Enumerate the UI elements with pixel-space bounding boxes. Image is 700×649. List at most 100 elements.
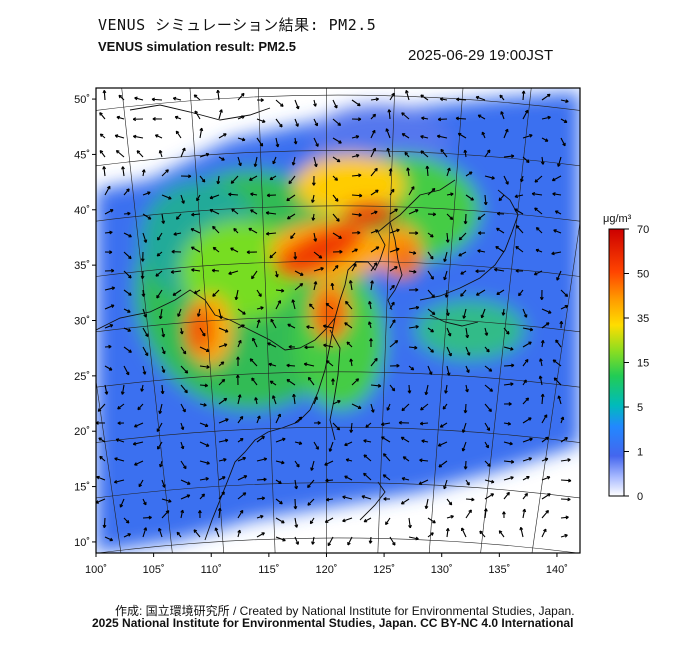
wind-arrow — [266, 231, 277, 236]
wind-arrow — [520, 175, 524, 183]
wind-arrow — [389, 340, 399, 348]
wind-arrow — [389, 284, 395, 291]
wind-arrow — [495, 245, 505, 253]
wind-arrow — [446, 192, 454, 197]
wind-arrow — [331, 378, 335, 386]
wind-arrow — [484, 384, 494, 392]
wind-arrow — [161, 498, 172, 503]
wind-arrow — [370, 280, 374, 291]
wind-arrow — [96, 475, 106, 481]
wind-arrow — [117, 403, 125, 410]
wind-arrow — [99, 133, 106, 139]
wind-arrow — [269, 380, 277, 386]
pm25-map: 50˚ 45˚ 40˚ 35˚ 30˚ 25˚ 20˚ 15˚ 10˚ 100˚ 105˚ 110˚… — [74, 87, 649, 576]
wind-arrow — [503, 363, 515, 368]
wind-arrow — [294, 441, 303, 445]
wind-arrow — [180, 422, 185, 431]
wind-arrow — [401, 133, 410, 139]
wind-arrow — [180, 460, 187, 470]
wind-arrow — [97, 403, 106, 412]
wind-arrow — [266, 193, 277, 198]
wind-arrow — [172, 96, 182, 101]
wind-arrow — [235, 374, 240, 386]
wind-arrow — [313, 99, 317, 107]
wind-arrow — [313, 156, 318, 168]
wind-arrow — [155, 270, 163, 277]
wind-arrow — [214, 527, 220, 538]
wind-arrow — [500, 111, 505, 120]
wind-arrow — [141, 289, 146, 297]
wind-arrow — [286, 194, 296, 202]
wind-arrow — [233, 227, 239, 234]
wind-arrow — [324, 517, 334, 523]
wind-arrow — [389, 363, 400, 368]
wind-arrow — [191, 268, 201, 272]
wind-arrow — [307, 498, 315, 506]
wind-arrow — [344, 441, 353, 447]
wind-arrow — [522, 508, 527, 519]
wind-arrow — [156, 289, 163, 299]
wind-arrow — [196, 194, 201, 202]
wind-arrow — [408, 324, 419, 329]
wind-arrow — [256, 98, 264, 103]
wind-arrow — [477, 114, 486, 120]
wind-arrow — [154, 134, 163, 139]
wind-arrow — [294, 416, 303, 424]
meridian-line — [189, 88, 225, 553]
wind-arrow — [237, 437, 244, 443]
wind-arrow — [217, 507, 222, 519]
wind-arrow — [218, 378, 226, 386]
wind-arrow — [368, 321, 372, 329]
wind-arrow — [218, 457, 227, 462]
wind-arrow — [123, 270, 132, 279]
wind-arrow — [407, 384, 412, 394]
wind-arrow — [421, 439, 429, 444]
wind-arrow — [218, 361, 225, 367]
wind-arrow — [560, 289, 569, 298]
wind-arrow — [444, 289, 449, 298]
wind-arrow — [460, 270, 467, 275]
wind-arrow — [156, 422, 163, 432]
wind-arrow — [275, 460, 285, 465]
wind-arrow — [237, 475, 248, 481]
wind-arrow — [269, 251, 277, 259]
wind-arrow — [313, 251, 323, 259]
wind-arrow — [275, 498, 283, 505]
wind-arrow — [230, 175, 239, 184]
wind-arrow — [427, 289, 436, 298]
wind-arrow — [484, 460, 491, 467]
wind-arrow — [161, 213, 166, 224]
wind-arrow — [218, 343, 228, 348]
wind-arrow — [465, 194, 474, 201]
wind-arrow — [132, 441, 144, 446]
wind-arrow — [522, 156, 530, 163]
wind-arrow — [180, 174, 192, 179]
wind-arrow — [370, 147, 377, 158]
wind-arrow — [483, 194, 488, 206]
wind-arrow — [104, 365, 113, 371]
wind-arrow — [332, 249, 343, 254]
wind-arrow — [287, 323, 296, 329]
wind-arrow — [484, 441, 489, 449]
wind-arrow — [311, 175, 316, 186]
parallel-line — [96, 371, 580, 388]
wind-arrow — [199, 127, 204, 139]
wind-arrow — [293, 137, 298, 145]
map-title-english: VENUS simulation result: PM2.5 — [98, 39, 296, 54]
colorbar-tick-label: 15 — [637, 358, 649, 370]
wind-arrow — [325, 302, 334, 310]
wind-arrow — [311, 536, 315, 545]
wind-arrow — [156, 251, 163, 257]
wind-arrow — [123, 533, 131, 538]
wind-arrow — [180, 441, 185, 450]
wind-arrow — [119, 498, 125, 508]
meridian-line — [531, 220, 580, 553]
wind-arrow — [503, 175, 509, 185]
wind-arrow — [541, 93, 551, 101]
wind-arrow — [386, 403, 391, 411]
wind-arrow — [199, 383, 208, 388]
wind-arrow — [161, 365, 166, 373]
wind-arrow — [218, 438, 229, 443]
parallel-line — [96, 426, 580, 443]
wind-arrow — [104, 268, 115, 273]
